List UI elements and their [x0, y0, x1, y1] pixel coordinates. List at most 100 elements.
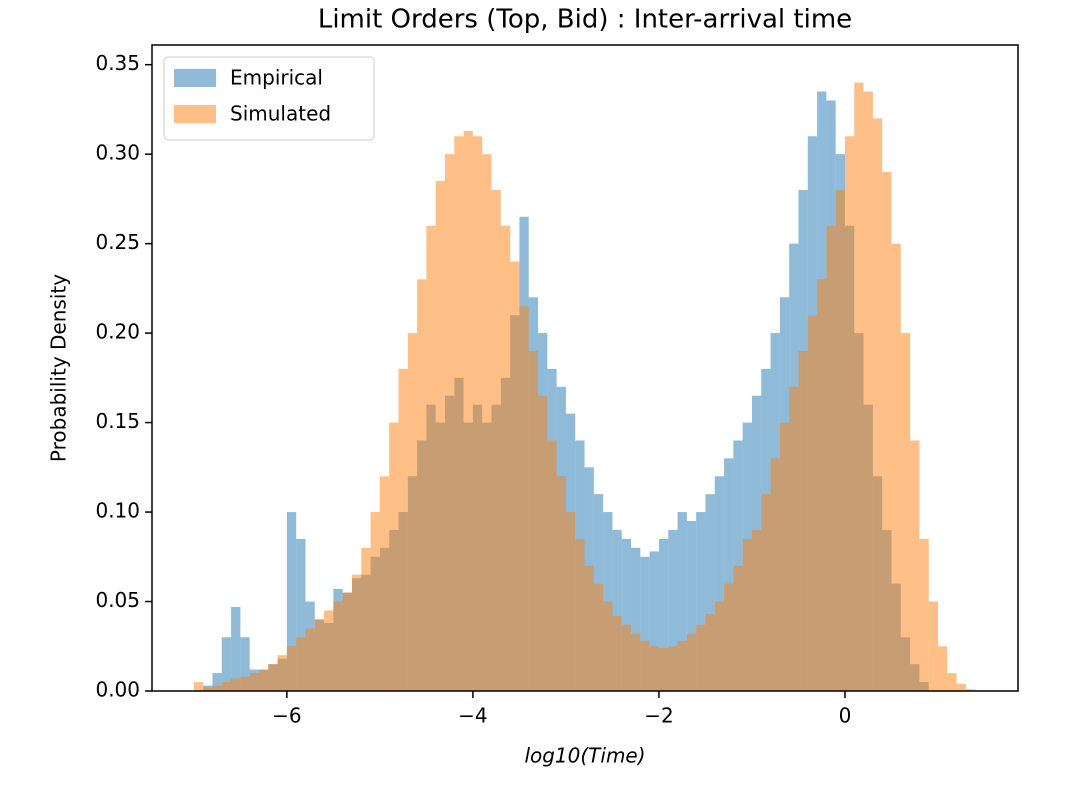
- histogram-bar: [203, 687, 213, 691]
- histogram-bar: [612, 529, 622, 691]
- y-tick-label: 0.05: [95, 588, 140, 612]
- histogram-bar: [351, 574, 362, 691]
- histogram-bar: [426, 225, 436, 691]
- x-tick-label: 0: [839, 704, 852, 728]
- histogram-bar: [212, 685, 222, 691]
- y-tick-label: 0.35: [95, 51, 140, 75]
- histogram-bar: [435, 181, 446, 691]
- histogram-bar: [724, 458, 734, 691]
- histogram-bar: [324, 610, 334, 691]
- histogram-bar: [528, 351, 539, 691]
- y-tick-label: 0.00: [95, 678, 140, 702]
- histogram-bar: [761, 494, 771, 691]
- histogram-bar: [333, 601, 343, 691]
- histogram-bar: [686, 521, 697, 691]
- x-axis-label: log10(Time): [524, 744, 645, 768]
- histogram-bar: [510, 261, 520, 691]
- histogram-bar: [417, 279, 427, 691]
- histogram-bar: [603, 601, 613, 691]
- histogram-bar: [286, 512, 297, 691]
- histogram-bar: [454, 136, 464, 691]
- y-tick-label: 0.20: [95, 320, 140, 344]
- histogram-bar: [705, 614, 715, 691]
- histogram-bar: [798, 351, 808, 691]
- histogram-bar: [286, 646, 297, 691]
- legend-swatch: [174, 105, 216, 123]
- histogram-bar: [686, 633, 697, 691]
- histogram-bar: [677, 640, 687, 691]
- histogram-bar: [556, 476, 566, 691]
- histogram-bar: [305, 628, 315, 691]
- histogram-bar: [863, 91, 873, 692]
- histogram-bar: [221, 682, 232, 691]
- histogram-bar: [482, 154, 492, 691]
- histogram-bar: [370, 512, 380, 691]
- histogram-bar: [807, 315, 818, 691]
- histogram-bar: [882, 172, 892, 692]
- histogram-bar: [696, 512, 706, 691]
- histogram-bar: [779, 422, 790, 691]
- legend-label: Simulated: [230, 102, 331, 126]
- histogram-bar: [956, 683, 966, 691]
- histogram-bar: [631, 633, 641, 691]
- y-tick-label: 0.25: [95, 230, 140, 254]
- histogram-bar: [640, 556, 650, 691]
- histogram-bar: [965, 689, 976, 691]
- histogram-bar: [240, 637, 250, 691]
- histogram-bar: [658, 538, 669, 691]
- histogram-bar: [668, 646, 678, 691]
- y-tick-label: 0.10: [95, 499, 140, 523]
- histogram-bar: [472, 136, 483, 691]
- histogram-bar: [910, 440, 920, 691]
- histogram-bar: [835, 189, 845, 691]
- histogram-bar: [658, 648, 669, 691]
- histogram-bar: [296, 637, 306, 691]
- histogram-bar: [565, 512, 576, 691]
- histogram-bar: [938, 646, 948, 691]
- histogram-bar: [714, 601, 725, 691]
- histogram-bar: [491, 189, 501, 691]
- histogram-bar: [361, 547, 371, 691]
- histogram-bar: [826, 225, 836, 691]
- histogram-bar: [724, 583, 734, 691]
- y-axis-label: Probability Density: [47, 274, 71, 462]
- histogram-bar: [696, 624, 706, 691]
- histogram-bar: [212, 673, 222, 691]
- histogram-bar: [584, 565, 594, 691]
- histogram-bar: [612, 615, 622, 691]
- histogram-bar: [398, 368, 408, 691]
- histogram-bar: [872, 118, 883, 692]
- histogram-bar: [445, 154, 455, 691]
- x-tick-label: −6: [272, 704, 301, 728]
- histogram-bar: [733, 565, 743, 691]
- histogram-bar: [519, 306, 529, 691]
- histogram-bar: [649, 646, 659, 691]
- histogram-bar: [947, 673, 957, 691]
- histogram-bar: [593, 583, 604, 691]
- histogram-bar: [314, 619, 325, 691]
- histogram-bar: [742, 538, 752, 691]
- x-tick-label: −4: [458, 704, 487, 728]
- histogram-bar: [500, 225, 511, 691]
- histogram-bar: [296, 538, 306, 691]
- histogram-bar: [900, 333, 911, 691]
- histogram-bar: [621, 624, 632, 691]
- histogram-bar: [770, 458, 780, 691]
- histogram-bar: [817, 279, 827, 691]
- histogram-bar: [891, 243, 901, 691]
- histogram-bar: [268, 664, 278, 691]
- legend-label: Empirical: [230, 66, 323, 90]
- histogram-bar: [751, 529, 762, 691]
- histogram-bar: [547, 440, 557, 691]
- histogram-bar: [463, 130, 473, 692]
- histogram-bar: [249, 673, 259, 691]
- histogram-bar: [919, 538, 929, 691]
- histogram-bar: [649, 551, 659, 691]
- histogram-bar: [575, 538, 585, 691]
- histogram-bar: [538, 395, 548, 691]
- histogram-bar: [844, 136, 855, 691]
- plot-frame: [151, 44, 1019, 692]
- histogram-bar: [240, 676, 250, 691]
- y-tick-label: 0.30: [95, 141, 140, 165]
